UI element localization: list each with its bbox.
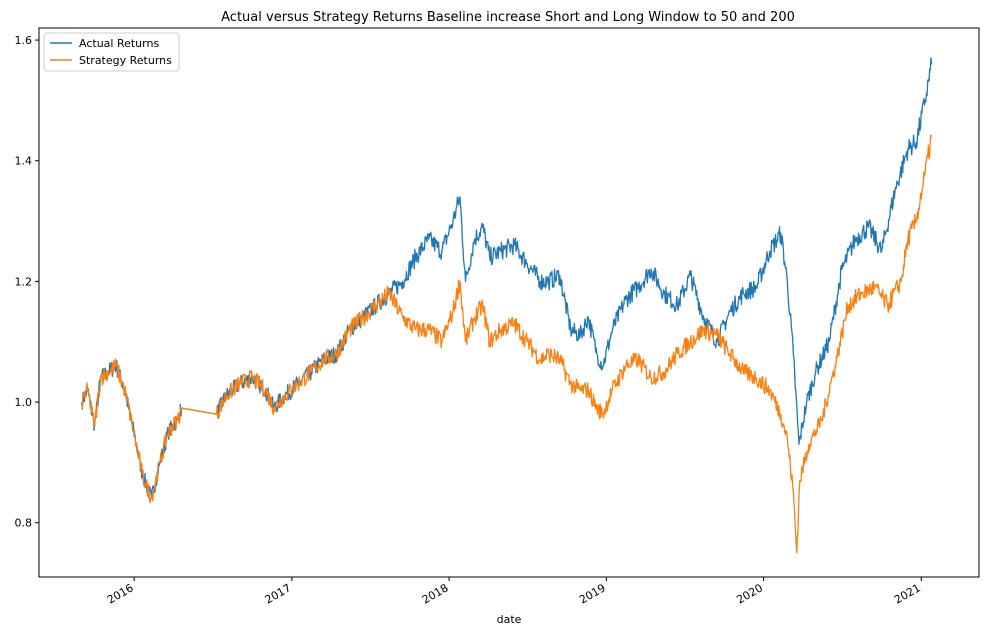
x-tick-label: 2016 [105,581,136,606]
series-group [81,57,933,554]
y-axis: 0.8 1.0 1.2 1.4 1.6 [15,34,39,530]
x-tick-label: 2019 [577,581,608,606]
y-tick-label: 1.4 [15,155,33,168]
legend-label: Strategy Returns [79,54,172,67]
legend-frame [43,32,180,72]
x-tick-label: 2017 [263,581,294,606]
y-tick-label: 1.2 [15,275,33,288]
legend: Actual Returns Strategy Returns [43,32,180,72]
y-tick-label: 1.6 [15,34,33,47]
chart-title: Actual versus Strategy Returns Baseline … [221,10,795,25]
series-line-strategy-returns [81,134,933,554]
x-axis: 2016 2017 2018 2019 2020 2021 [105,577,923,607]
series-line-actual-returns [81,57,933,500]
y-tick-label: 1.0 [15,396,33,409]
legend-label: Actual Returns [79,37,159,50]
x-tick-label: 2021 [892,581,923,606]
x-axis-label: date [497,613,522,626]
x-tick-label: 2020 [734,581,765,606]
x-tick-label: 2018 [420,581,451,606]
plot-area [38,27,980,578]
y-tick-label: 0.8 [15,517,33,530]
